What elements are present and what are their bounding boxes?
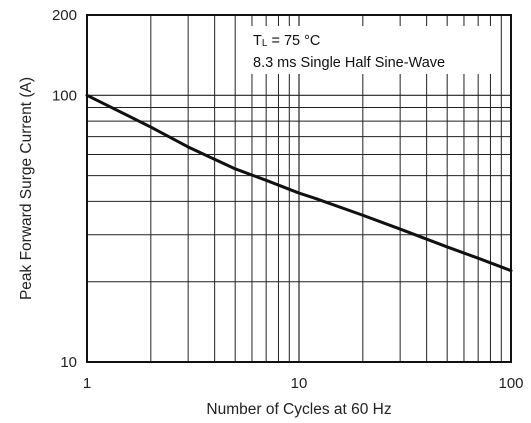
y-axis-title: Peak Forward Surge Current (A) — [18, 77, 35, 300]
x-tick-label: 1 — [83, 375, 91, 392]
x-tick-label: 100 — [498, 375, 523, 392]
y-tick-label: 100 — [52, 87, 77, 104]
y-tick-label: 200 — [52, 7, 77, 24]
x-tick-label: 10 — [291, 375, 308, 392]
y-tick-labels: 10 100 200 — [52, 7, 77, 371]
y-tick-label: 10 — [60, 354, 77, 371]
temperature-symbol: T — [253, 33, 262, 49]
legend-box: TL = 75 °C 8.3 ms Single Half Sine-Wave — [246, 26, 499, 74]
legend-temperature: TL = 75 °C — [253, 33, 320, 49]
series-line-1 — [85, 93, 513, 273]
plot-frame — [86, 14, 512, 363]
legend-waveform: 8.3 ms Single Half Sine-Wave — [253, 55, 445, 71]
series-lines — [85, 93, 513, 273]
x-tick-labels: 1 10 100 — [83, 375, 524, 392]
temperature-subscript: L — [262, 38, 268, 49]
legend-background — [246, 26, 499, 74]
temperature-value: = 75 °C — [267, 33, 320, 49]
x-axis-title: Number of Cycles at 60 Hz — [206, 401, 391, 418]
